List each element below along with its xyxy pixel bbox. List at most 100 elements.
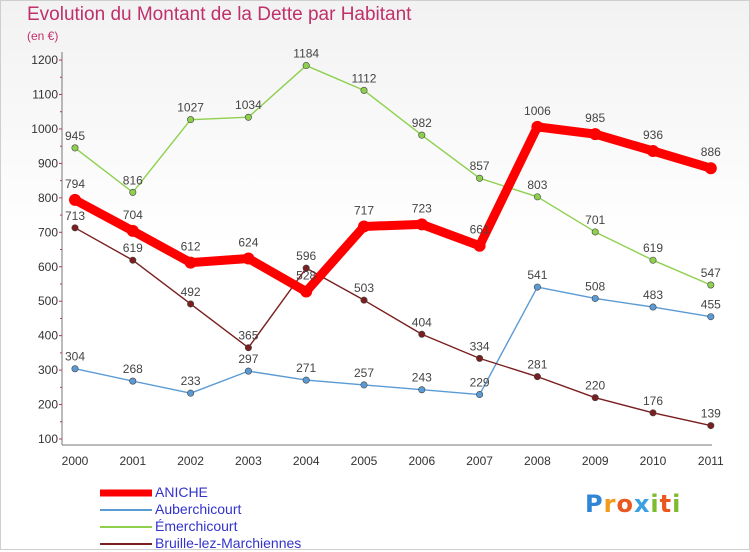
data-label: 508: [585, 279, 605, 293]
data-point: [533, 193, 541, 201]
data-label: 1184: [293, 47, 319, 61]
data-point: [244, 344, 252, 352]
y-tick-label: 900: [38, 156, 58, 170]
data-label: 857: [470, 159, 490, 173]
x-tick-label: 2006: [408, 454, 435, 468]
data-label: 271: [296, 361, 316, 375]
data-point: [358, 220, 370, 233]
data-point: [69, 193, 81, 206]
legend-swatch-bruille: [100, 542, 152, 545]
proxiti-logo: Proxiti: [585, 490, 682, 518]
data-point: [129, 377, 137, 385]
data-label: 619: [643, 241, 663, 255]
data-label: 1027: [177, 101, 204, 115]
legend-swatch-emerchicourt: [100, 525, 152, 528]
data-point: [647, 144, 659, 157]
data-point: [704, 162, 717, 175]
data-label: 661: [470, 223, 490, 237]
legend-item-emerchicourt: Émerchicourt: [100, 518, 301, 535]
y-tick-label: 100: [38, 432, 58, 446]
data-label: 503: [354, 281, 374, 295]
data-point: [591, 394, 599, 402]
data-point: [187, 116, 195, 124]
data-label: 985: [585, 111, 605, 125]
data-point: [187, 389, 195, 397]
chart-subtitle: (en €): [27, 29, 59, 43]
data-point: [707, 313, 715, 321]
data-label: 365: [238, 329, 258, 343]
data-label: 547: [701, 266, 721, 280]
data-label: 176: [643, 394, 663, 408]
x-tick-label: 2005: [351, 454, 378, 468]
data-label: 297: [238, 352, 258, 366]
data-point: [707, 281, 715, 289]
data-point: [71, 224, 79, 232]
chart-title: Evolution du Montant de la Dette par Hab…: [27, 4, 412, 25]
legend-swatch-auberchicourt: [100, 508, 152, 511]
x-tick-label: 2007: [466, 454, 493, 468]
y-tick-label: 1100: [32, 88, 58, 102]
data-point: [302, 376, 310, 384]
data-point: [591, 228, 599, 236]
data-point: [71, 144, 79, 152]
legend-label-auberchicourt: Auberchicourt: [155, 501, 242, 517]
data-label: 701: [585, 213, 605, 227]
data-label: 723: [412, 201, 432, 215]
data-label: 281: [527, 358, 547, 372]
x-tick-label: 2002: [177, 454, 204, 468]
data-point: [476, 391, 484, 399]
y-tick-label: 400: [38, 329, 58, 343]
data-label: 404: [412, 315, 432, 329]
legend-label-bruille: Bruille-lez-Marchiennes: [155, 535, 302, 551]
data-point: [302, 62, 310, 70]
data-point: [589, 128, 602, 141]
data-label: 704: [123, 208, 143, 222]
data-label: 483: [643, 288, 663, 302]
data-point: [649, 256, 657, 264]
data-label: 945: [65, 129, 85, 143]
x-tick-label: 2004: [293, 454, 320, 468]
data-point: [473, 239, 486, 252]
data-label: 1034: [235, 98, 262, 112]
x-tick-label: 2003: [235, 454, 262, 468]
data-label: 794: [65, 177, 85, 191]
data-point: [533, 373, 541, 381]
legend-label-emerchicourt: Émerchicourt: [155, 518, 238, 534]
data-label: 334: [470, 339, 490, 353]
data-label: 304: [65, 350, 85, 364]
x-tick-label: 2010: [640, 454, 667, 468]
data-label: 233: [181, 374, 201, 388]
data-point: [531, 120, 544, 133]
data-point: [591, 294, 599, 302]
legend-item-auberchicourt: Auberchicourt: [100, 501, 301, 518]
data-label: 139: [701, 407, 721, 421]
series-line-0: [70, 122, 716, 297]
data-point: [707, 422, 715, 430]
data-label: 624: [238, 235, 258, 249]
legend: ANICHE Auberchicourt Émerchicourt Bruill…: [100, 484, 301, 552]
data-label: 713: [65, 209, 85, 223]
data-point: [415, 218, 428, 231]
data-label: 528: [296, 269, 316, 283]
y-tick-label: 1000: [31, 122, 58, 136]
data-point: [649, 409, 657, 417]
data-label: 619: [123, 241, 143, 255]
data-point: [418, 330, 426, 338]
data-point: [129, 256, 137, 264]
y-tick-label: 1200: [31, 53, 58, 67]
data-label: 936: [643, 128, 663, 142]
legend-item-bruille: Bruille-lez-Marchiennes: [100, 535, 301, 552]
data-label: 816: [123, 173, 143, 187]
y-tick-label: 800: [38, 191, 58, 205]
series-line-2: [74, 64, 712, 286]
data-label: 886: [701, 145, 721, 159]
x-tick-label: 2001: [119, 454, 146, 468]
data-label: 243: [412, 371, 432, 385]
legend-swatch-aniche: [100, 489, 152, 496]
data-point: [418, 386, 426, 394]
y-tick-label: 300: [38, 363, 58, 377]
data-label: 229: [470, 376, 490, 390]
data-point: [126, 224, 139, 237]
data-point: [302, 264, 310, 272]
